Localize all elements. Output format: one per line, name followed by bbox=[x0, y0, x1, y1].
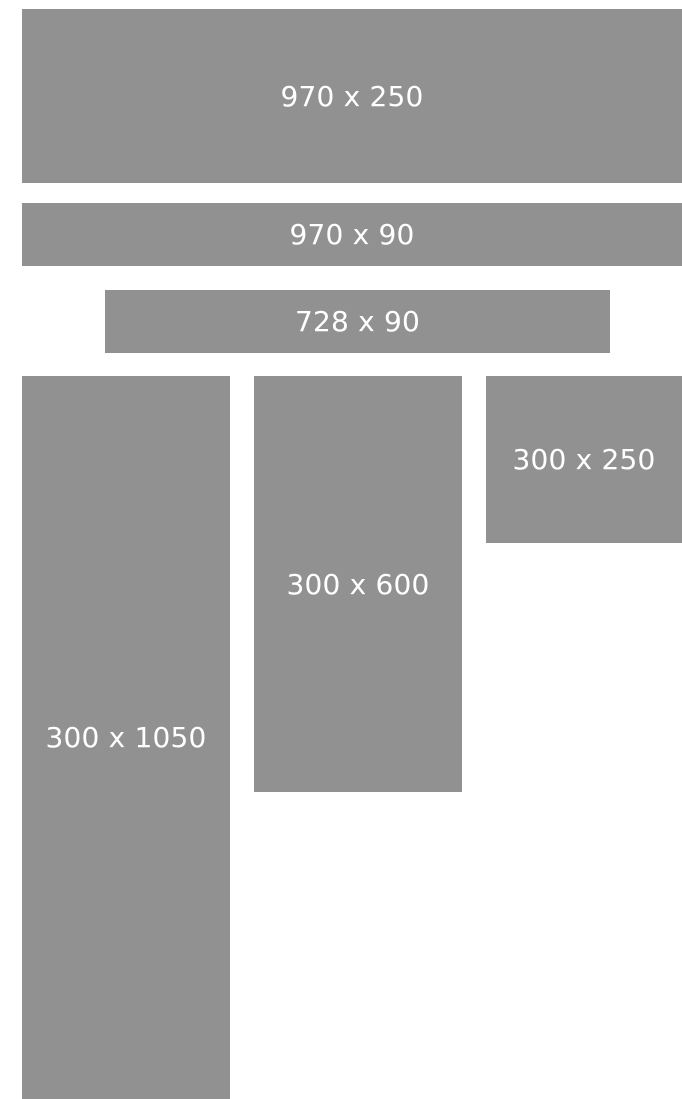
ad-size-label: 970 x 250 bbox=[280, 79, 424, 113]
ad-size-label: 728 x 90 bbox=[294, 305, 421, 338]
ad-placeholder-300x250: 300 x 250 bbox=[486, 376, 682, 543]
ad-placeholder-728x90: 728 x 90 bbox=[105, 290, 610, 353]
ad-placeholder-300x1050: 300 x 1050 bbox=[22, 376, 230, 1099]
ad-placeholder-300x600: 300 x 600 bbox=[254, 376, 462, 792]
ad-size-label: 300 x 250 bbox=[512, 443, 656, 476]
ad-size-label: 300 x 1050 bbox=[45, 721, 207, 754]
ad-size-label: 970 x 90 bbox=[289, 218, 415, 251]
ad-placeholder-970x90: 970 x 90 bbox=[22, 203, 682, 266]
ad-placeholder-970x250: 970 x 250 bbox=[22, 9, 682, 183]
ad-size-label: 300 x 600 bbox=[286, 567, 430, 601]
